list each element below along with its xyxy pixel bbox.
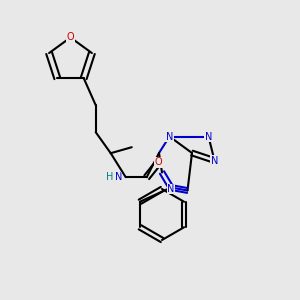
Text: H: H [106, 172, 113, 182]
Text: O: O [67, 32, 74, 43]
Text: N: N [115, 172, 122, 182]
Text: N: N [166, 131, 173, 142]
Text: N: N [205, 131, 212, 142]
Text: N: N [167, 184, 175, 194]
Text: N: N [211, 155, 218, 166]
Text: O: O [155, 157, 163, 167]
